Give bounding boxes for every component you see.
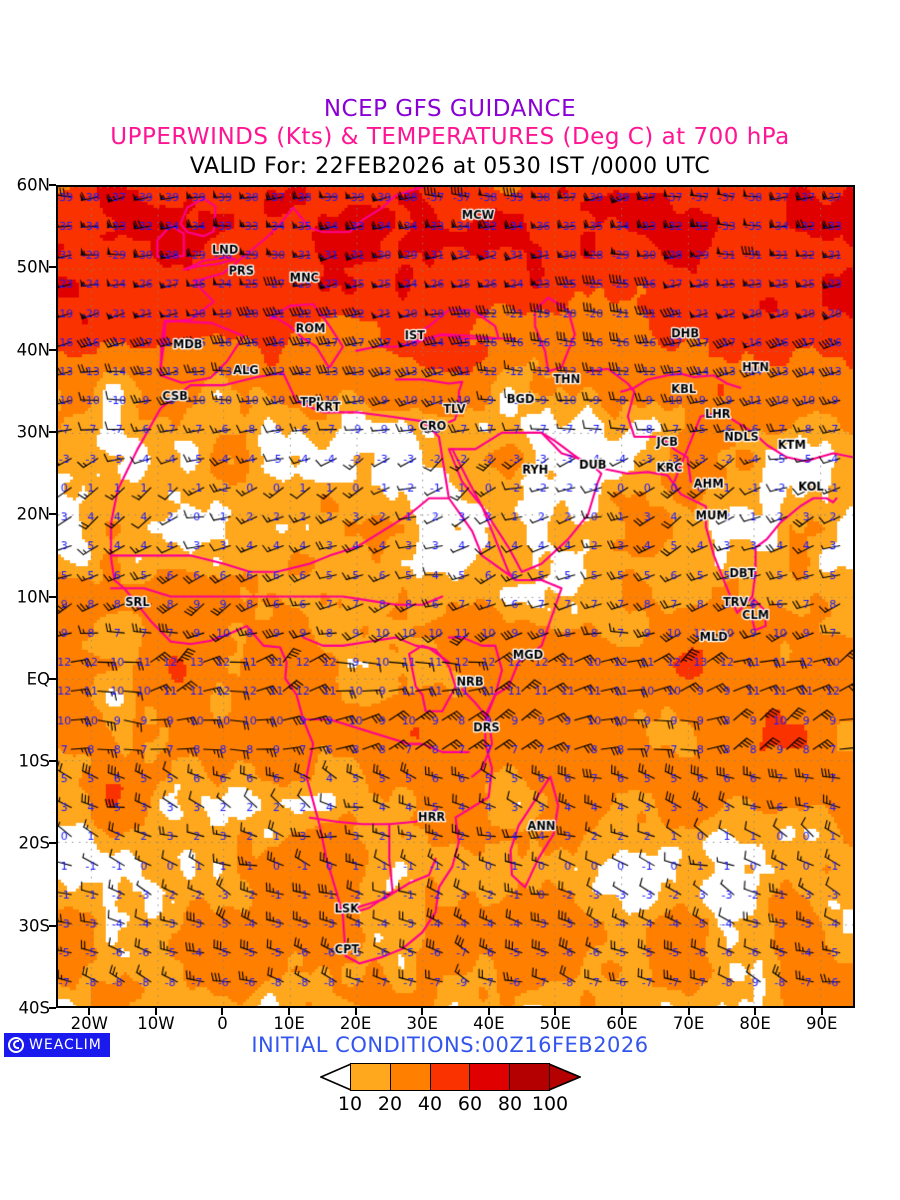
colorbar-tick-label: 40 <box>417 1093 443 1115</box>
lat-tick-mark <box>49 842 56 845</box>
colorbar-tick-label: 60 <box>457 1093 483 1115</box>
weather-map-canvas[interactable] <box>58 187 853 1006</box>
lat-tick-mark <box>49 348 56 351</box>
colorbar-low-extend-icon <box>320 1063 351 1091</box>
lon-tick-label: 40E <box>473 1014 505 1033</box>
lat-tick-label: 30S <box>18 916 50 936</box>
colorbar-bar <box>320 1063 581 1091</box>
colorbar-high-extend-icon <box>549 1063 581 1091</box>
lat-tick-label: 40N <box>16 340 50 360</box>
lon-tick-label: 20W <box>70 1014 108 1033</box>
lon-tick-label: 80E <box>739 1014 771 1033</box>
lat-tick-label: 20N <box>16 504 50 524</box>
lat-tick-mark <box>49 513 56 516</box>
lon-tick-mark <box>620 1008 623 1015</box>
colorbar-tick-label: 20 <box>377 1093 403 1115</box>
lat-tick-mark <box>49 760 56 763</box>
lat-tick-label: EQ <box>26 669 50 689</box>
lon-tick-mark <box>354 1008 357 1015</box>
lat-tick-mark <box>49 184 56 186</box>
lat-tick-mark <box>49 677 56 680</box>
lon-tick-mark <box>687 1008 690 1015</box>
title-valid-time: VALID For: 22FEB2026 at 0530 IST /0000 U… <box>189 154 711 179</box>
initial-conditions-text: INITIAL CONDITIONS:00Z16FEB2026 <box>251 1033 649 1057</box>
lon-tick-mark <box>421 1008 424 1015</box>
lon-tick-mark <box>154 1008 157 1015</box>
longitude-axis: 20W 10W 0 10E 20E 30E 40E 50E 60E 70E 80E 90E <box>56 1008 855 1038</box>
lon-tick-label: 20E <box>339 1014 372 1033</box>
weaclim-logo-badge: WEACLIM <box>4 1033 110 1057</box>
lon-tick-mark <box>288 1008 291 1015</box>
colorbar-bands <box>350 1063 550 1091</box>
lat-tick-mark <box>49 1007 56 1009</box>
colorbar-tick-labels: 10 20 40 60 80 100 <box>320 1093 580 1117</box>
lon-tick-label: 10E <box>273 1014 305 1033</box>
title-subtitle: UPPERWINDS (Kts) & TEMPERATURES (Deg C) … <box>110 124 790 150</box>
colorbar-band <box>390 1064 431 1090</box>
lat-tick-label: 50N <box>16 257 50 277</box>
map-plot-area[interactable] <box>56 185 855 1008</box>
lat-tick-mark <box>49 595 56 598</box>
lat-tick-mark <box>49 266 56 269</box>
lat-tick-label: 30N <box>16 422 50 442</box>
colorbar-band <box>351 1064 391 1090</box>
lon-tick-mark <box>88 1008 91 1015</box>
lon-tick-mark <box>221 1008 224 1015</box>
lon-tick-mark <box>754 1008 757 1015</box>
colorbar-tick-label: 80 <box>497 1093 523 1115</box>
lat-tick-label: 20S <box>18 833 50 853</box>
colorbar-band <box>510 1064 549 1090</box>
lon-tick-mark <box>820 1008 823 1015</box>
lon-tick-label: 70E <box>672 1014 705 1033</box>
lat-tick-label: 40S <box>18 998 50 1018</box>
lat-tick-label: 10N <box>16 587 50 606</box>
copyright-icon <box>8 1037 24 1053</box>
lon-tick-label: 10W <box>137 1014 175 1033</box>
lat-tick-label: 10S <box>18 751 50 771</box>
lon-tick-mark <box>487 1008 490 1015</box>
lon-tick-label: 90E <box>805 1014 838 1033</box>
lon-tick-label: 50E <box>539 1014 572 1033</box>
lat-tick-mark <box>49 430 56 433</box>
colorbar-tick-label: 100 <box>531 1093 569 1115</box>
colorbar-band <box>430 1064 471 1090</box>
colorbar-band <box>470 1064 511 1090</box>
lon-tick-mark <box>554 1008 557 1015</box>
title-main: NCEP GFS GUIDANCE <box>323 96 577 122</box>
lon-tick-label: 30E <box>406 1014 438 1033</box>
lat-tick-mark <box>49 924 56 927</box>
colorbar-legend: 10 20 40 60 80 100 <box>0 1063 900 1117</box>
colorbar-tick-label: 10 <box>337 1093 363 1115</box>
lon-tick-label: 0 <box>217 1014 228 1033</box>
latitude-axis: 60N 50N 40N 30N 20N 10N EQ 10S 20S 30S 40S <box>0 176 56 1018</box>
lon-tick-label: 60E <box>606 1014 638 1033</box>
weaclim-label: WEACLIM <box>29 1037 102 1053</box>
chart-title-block: NCEP GFS GUIDANCE UPPERWINDS (Kts) & TEM… <box>0 96 900 182</box>
lat-tick-label: 60N <box>16 175 50 195</box>
